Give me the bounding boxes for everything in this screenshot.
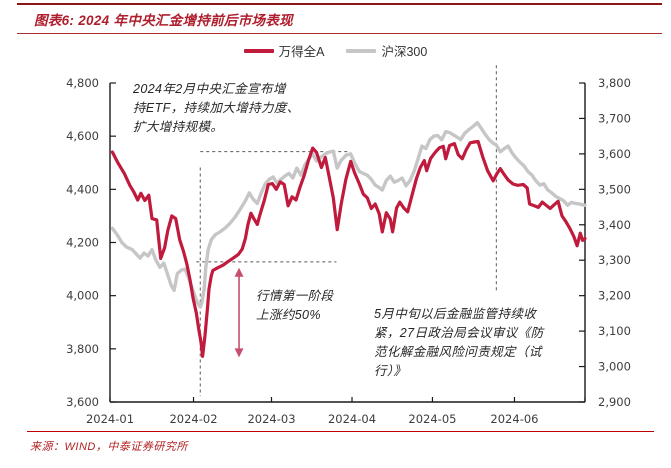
right-axis-tick-label: 3,700 (598, 111, 631, 125)
left-axis-tick-label: 3,800 (66, 342, 99, 356)
x-axis-tick-label: 2024-02 (169, 412, 217, 426)
legend-item-csi300: 沪深300 (346, 41, 427, 60)
rally-arrow-head-up (234, 267, 244, 277)
legend-swatch-gray-line (346, 48, 377, 53)
annotation-line: 行）》 (374, 364, 407, 378)
annotation-line: 范化解金融风险问责规定（试 (374, 345, 542, 359)
left-axis-tick-label: 4,200 (66, 236, 99, 250)
left-axis-tick-label: 4,400 (66, 182, 99, 196)
annotation-huijin-etf-purchase: 2024年2月中央汇金宣布增 持ETF，持续加大增持力度、 扩大增持规模。 (133, 80, 300, 137)
legend-swatch-red-line (243, 48, 274, 53)
left-axis-tick-label: 4,600 (66, 129, 99, 143)
footer-rule (27, 431, 654, 432)
rally-arrow-head-down (234, 348, 244, 358)
right-axis-tick-label: 3,500 (598, 182, 631, 196)
right-axis-tick-label: 3,100 (598, 324, 631, 338)
annotation-line: 2024年2月中央汇金宣布增 (133, 82, 286, 96)
annotation-line: 上涨约50% (256, 308, 321, 322)
legend-label-csi300: 沪深300 (381, 45, 428, 59)
left-axis-tick-label: 4,800 (66, 76, 99, 90)
source-note: 来源：WIND，中泰证券研究所 (30, 441, 188, 453)
right-axis-tick-label: 3,200 (598, 289, 631, 303)
title-underline-rule (17, 33, 662, 34)
top-border-rule (17, 3, 662, 5)
annotation-stage-one-rally: 行情第一阶段 上涨约50% (256, 287, 333, 325)
x-axis-tick-label: 2024-04 (328, 412, 376, 426)
annotation-line: 行情第一阶段 (256, 289, 334, 303)
right-axis-tick-label: 3,400 (598, 218, 631, 232)
right-axis-tick-label: 3,600 (598, 147, 631, 161)
right-axis-tick-label: 3,300 (598, 253, 631, 267)
series-沪深300 (110, 121, 587, 309)
annotation-line: 5月中旬以后金融监管持续收 (374, 307, 537, 321)
left-axis-tick-label: 3,600 (66, 395, 99, 409)
x-axis-tick-label: 2024-05 (408, 412, 456, 426)
chart-legend: 万得全A 沪深300 (0, 41, 671, 60)
series-万得全A (110, 139, 587, 358)
annotation-line: 持ETF，持续加大增持力度、 (133, 101, 300, 115)
right-axis-tick-label: 3,000 (598, 360, 631, 374)
x-axis-tick-label: 2024-03 (247, 412, 295, 426)
legend-label-wande-all-a: 万得全A (278, 45, 325, 59)
annotation-regulation-tightening: 5月中旬以后金融监管持续收 紧，27日政治局会议审议《防 范化解金融风险问责规定（试… (374, 305, 544, 381)
annotation-line: 扩大增持规模。 (133, 120, 224, 134)
right-axis-tick-label: 3,800 (598, 76, 631, 90)
right-axis-tick-label: 2,900 (598, 395, 631, 409)
figure-title: 图表6: 2024 年中央汇金增持前后市场表现 (34, 13, 293, 28)
left-axis-tick-label: 4,000 (66, 289, 99, 303)
x-axis-tick-label: 2024-06 (490, 412, 538, 426)
annotation-line: 紧，27日政治局会议审议《防 (374, 326, 544, 340)
x-axis-tick-label: 2024-01 (86, 412, 134, 426)
legend-item-wande-all-a: 万得全A (243, 41, 325, 60)
